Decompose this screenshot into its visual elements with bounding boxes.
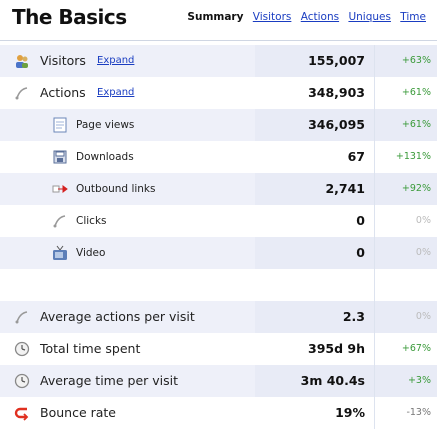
metric-label: Outbound links bbox=[76, 183, 156, 195]
metric-change: +61% bbox=[401, 119, 431, 130]
metric-row-outbound-links: Outbound links 2,741 +92% bbox=[0, 173, 437, 205]
bounce-icon bbox=[14, 405, 30, 421]
metric-row-video: Video 0 0% bbox=[0, 237, 437, 269]
metric-row-downloads: Downloads 67 +131% bbox=[0, 141, 437, 173]
metric-change: 0% bbox=[415, 311, 431, 322]
metric-label: Bounce rate bbox=[40, 405, 116, 420]
actions-per-visit-icon bbox=[14, 309, 30, 325]
metric-value: 2,741 bbox=[325, 181, 365, 196]
expand-visitors-link[interactable]: Expand bbox=[97, 55, 135, 66]
metric-row-bounce-rate: Bounce rate 19% -13% bbox=[0, 397, 437, 429]
metric-change: -13% bbox=[406, 407, 431, 418]
tab-summary[interactable]: Summary bbox=[187, 11, 244, 23]
metric-label: Video bbox=[76, 247, 106, 259]
metric-row-avg-time: Average time per visit 3m 40.4s +3% bbox=[0, 365, 437, 397]
metric-label: Downloads bbox=[76, 151, 134, 163]
visitors-icon bbox=[14, 53, 30, 69]
metric-row-total-time: Total time spent 395d 9h +67% bbox=[0, 333, 437, 365]
metric-label: Page views bbox=[76, 119, 135, 131]
video-icon bbox=[52, 245, 68, 261]
metric-change: +63% bbox=[401, 55, 431, 66]
separator-row bbox=[0, 269, 437, 301]
metric-label: Clicks bbox=[76, 215, 107, 227]
metric-value: 3m 40.4s bbox=[300, 373, 365, 388]
metric-label: Average actions per visit bbox=[40, 309, 195, 324]
tab-uniques[interactable]: Uniques bbox=[348, 11, 391, 23]
metric-label: Average time per visit bbox=[40, 373, 179, 388]
metric-label: Total time spent bbox=[40, 341, 141, 356]
outbound-link-icon bbox=[52, 181, 68, 197]
metric-row-clicks: Clicks 0 0% bbox=[0, 205, 437, 237]
metric-value: 346,095 bbox=[308, 117, 365, 132]
metric-row-avg-actions: Average actions per visit 2.3 0% bbox=[0, 301, 437, 333]
click-icon bbox=[52, 213, 68, 229]
metric-change: +61% bbox=[401, 87, 431, 98]
actions-icon bbox=[14, 85, 30, 101]
metric-label: Actions bbox=[40, 85, 86, 100]
metric-row-visitors: Visitors Expand 155,007 +63% bbox=[0, 45, 437, 77]
metric-label: Visitors bbox=[40, 53, 86, 68]
panel-title: The Basics bbox=[12, 5, 127, 29]
metric-row-page-views: Page views 346,095 +61% bbox=[0, 109, 437, 141]
metric-value: 0 bbox=[356, 245, 365, 260]
tab-visitors[interactable]: Visitors bbox=[252, 11, 292, 23]
metric-value: 395d 9h bbox=[308, 341, 365, 356]
metrics-list: Visitors Expand 155,007 +63% Actions Exp… bbox=[0, 45, 437, 429]
tab-time[interactable]: Time bbox=[400, 11, 426, 23]
download-icon bbox=[52, 149, 68, 165]
metric-change: 0% bbox=[415, 247, 431, 258]
metric-row-actions: Actions Expand 348,903 +61% bbox=[0, 77, 437, 109]
clock-icon bbox=[14, 341, 30, 357]
expand-actions-link[interactable]: Expand bbox=[97, 87, 135, 98]
metric-change: +131% bbox=[395, 151, 431, 162]
metric-value: 2.3 bbox=[342, 309, 365, 324]
metric-change: +3% bbox=[407, 375, 431, 386]
metric-change: 0% bbox=[415, 215, 431, 226]
clock-icon bbox=[14, 373, 30, 389]
tab-actions[interactable]: Actions bbox=[300, 11, 340, 23]
metric-value: 67 bbox=[347, 149, 365, 164]
metric-value: 19% bbox=[335, 405, 365, 420]
page-icon bbox=[52, 117, 68, 133]
metric-value: 348,903 bbox=[308, 85, 365, 100]
metric-change: +67% bbox=[401, 343, 431, 354]
metric-value: 0 bbox=[356, 213, 365, 228]
metric-change: +92% bbox=[401, 183, 431, 194]
view-tabs: Summary Visitors Actions Uniques Time bbox=[181, 11, 426, 23]
panel-header: The Basics Summary Visitors Actions Uniq… bbox=[0, 0, 437, 41]
metric-value: 155,007 bbox=[308, 53, 365, 68]
